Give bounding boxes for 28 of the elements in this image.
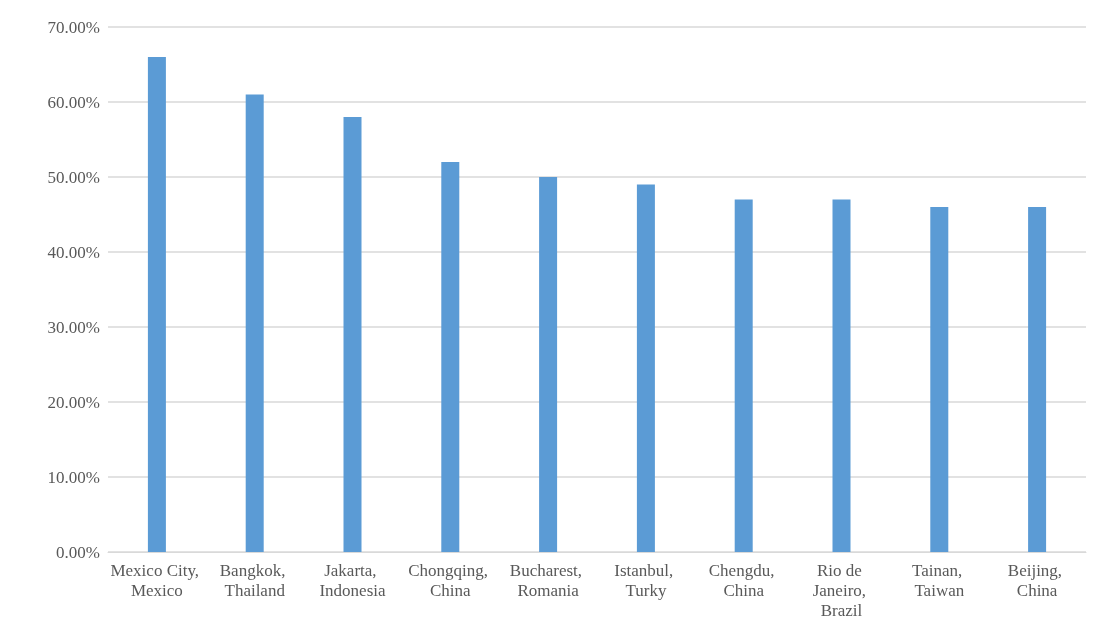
y-tick-label: 70.00% (47, 17, 100, 37)
x-tick-label: Jakarta, Indonesia (319, 560, 386, 600)
x-tick-label: Bucharest, Romania (509, 560, 587, 600)
bar (539, 177, 558, 552)
x-tick-label: Chongqing, China (408, 560, 493, 600)
bar (343, 117, 362, 552)
x-tick-label: Chengdu, China (708, 560, 779, 600)
x-tick-label: Istanbul, Turky (614, 560, 678, 600)
bar (734, 199, 753, 552)
y-tick-label: 20.00% (47, 392, 100, 412)
y-tick-label: 10.00% (47, 467, 100, 487)
y-tick-label: 30.00% (47, 317, 100, 337)
x-tick-label: Bangkok, Thailand (219, 560, 290, 600)
y-tick-label: 0.00% (56, 542, 100, 562)
y-tick-label: 40.00% (47, 242, 100, 262)
bar (147, 57, 166, 552)
x-tick-label: Mexico City, Mexico (110, 560, 204, 600)
bar (832, 199, 851, 552)
bar (441, 162, 460, 552)
x-tick-label: Tainan, Taiwan (912, 560, 967, 600)
bar (1028, 207, 1047, 552)
bar (636, 184, 655, 552)
y-tick-label: 50.00% (47, 167, 100, 187)
y-tick-label: 60.00% (47, 92, 100, 112)
x-tick-label: Beijing, China (1007, 560, 1067, 600)
bar (245, 94, 264, 552)
bar (930, 207, 949, 552)
x-tick-label: Rio de Janeiro, Brazil (812, 560, 871, 620)
